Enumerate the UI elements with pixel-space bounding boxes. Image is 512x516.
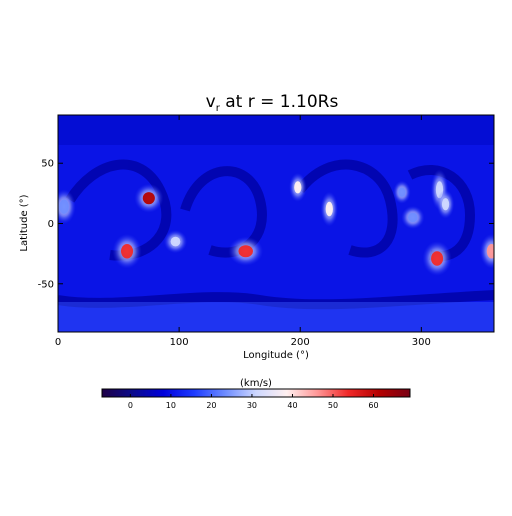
colorbar-tick-label: 60 (368, 401, 378, 410)
blob-core (441, 198, 450, 211)
colorbar-tick-label: 0 (128, 401, 133, 410)
blob-core (294, 181, 302, 194)
blob-core (120, 243, 134, 259)
colorbar-ticks: 0 10 20 30 40 50 60 (128, 394, 379, 410)
blob-core (325, 201, 333, 217)
x-axis-label: Longitude (°) (243, 350, 309, 361)
blob-core (170, 236, 181, 247)
blob-core (142, 192, 155, 205)
x-axis: 0 100 200 300 (55, 115, 431, 348)
title-subscript: r (216, 103, 221, 114)
blob-core (486, 243, 494, 259)
colorbar-tick-label: 50 (328, 401, 338, 410)
y-tick-label: 50 (41, 159, 54, 170)
blob-core (398, 187, 406, 197)
colorbar-tick-label: 10 (166, 401, 176, 410)
heatmap-blobs (58, 169, 494, 276)
colorbar-label: (km/s) (240, 378, 272, 389)
y-axis-label: Latitude (°) (19, 194, 30, 251)
colorbar-tick-label: 30 (247, 401, 257, 410)
colorbar-tick-label: 40 (287, 401, 297, 410)
heatmap-south-band (58, 302, 494, 332)
x-tick-label: 300 (412, 337, 431, 348)
title-rest: at r = 1.10Rs (220, 92, 339, 112)
x-tick-label: 100 (170, 337, 189, 348)
chart-title: vr at r = 1.10Rs (206, 92, 339, 114)
y-tick-label: -50 (38, 279, 54, 290)
plot-area (58, 115, 494, 332)
x-tick-label: 200 (291, 337, 310, 348)
y-tick-label: 0 (48, 219, 54, 230)
blob-core (238, 245, 253, 258)
title-symbol: v (206, 92, 216, 112)
colorbar-tick-label: 20 (206, 401, 216, 410)
colorbar (101, 388, 411, 398)
blob-core (431, 251, 444, 266)
heatmap-north-band (58, 115, 494, 145)
y-axis: 50 0 -50 (38, 159, 494, 290)
blob-core (408, 212, 418, 223)
x-tick-label: 0 (55, 337, 61, 348)
blob-core (59, 199, 69, 214)
